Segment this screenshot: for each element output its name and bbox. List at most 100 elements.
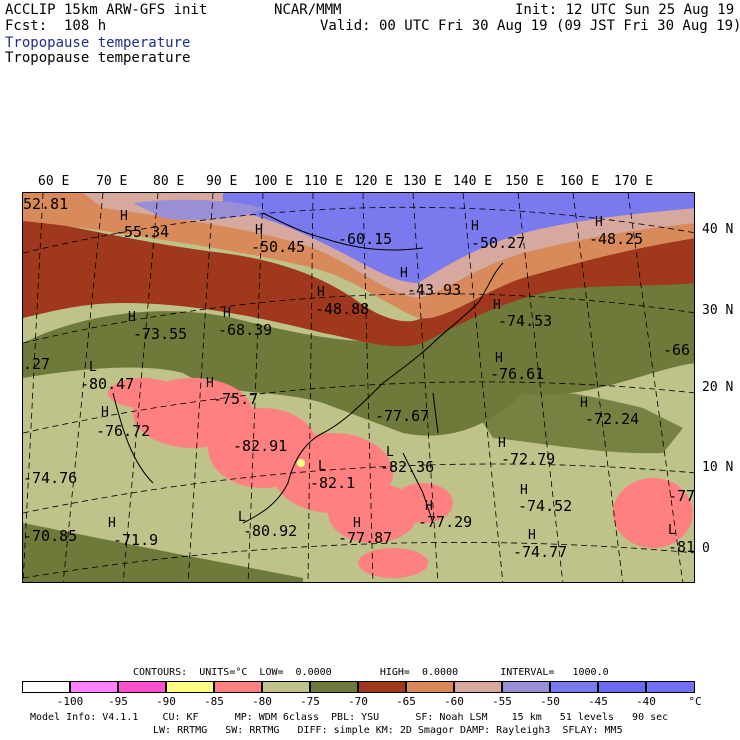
- marker-label: -74.77: [513, 543, 568, 561]
- colorbar-tick: -70: [348, 695, 368, 708]
- marker-type: H: [317, 285, 325, 300]
- olive-band: [463, 388, 683, 454]
- marker-type: H: [498, 436, 506, 451]
- lat-label: 40 N: [702, 222, 734, 237]
- marker-type: L: [238, 510, 246, 525]
- contours-info: CONTOURS: UNITS=°C LOW= 0.0000 HIGH= 0.0…: [133, 667, 609, 678]
- marker-type: L: [668, 523, 676, 538]
- marker-label: -76.72: [96, 422, 151, 440]
- colorbar-bin: [70, 681, 118, 693]
- map-svg: [23, 193, 694, 582]
- lon-label: 110 E: [304, 174, 344, 189]
- marker-label: -60.15: [338, 230, 393, 248]
- lon-label: 140 E: [453, 174, 493, 189]
- marker-type: H: [425, 499, 433, 514]
- forecast-hour: Fcst: 108 h: [5, 18, 107, 34]
- marker-label: -66.: [663, 341, 694, 359]
- marker-label: -77.87: [338, 529, 393, 547]
- lat-label: 30 N: [702, 303, 734, 318]
- lon-label: 120 E: [354, 174, 394, 189]
- init-time: Init: 12 UTC Sun 25 Aug 19: [515, 2, 735, 18]
- lon-label: 130 E: [403, 174, 443, 189]
- marker-type: H: [471, 219, 479, 234]
- salmon-patches: [108, 378, 693, 578]
- colorbar-tick: -60: [444, 695, 464, 708]
- lon-label: 90 E: [206, 174, 238, 189]
- lat-label: 0: [702, 541, 710, 556]
- lon-label: 70 E: [96, 174, 128, 189]
- marker-label: -82.1: [310, 474, 356, 492]
- marker-label: .27: [23, 355, 51, 373]
- lon-label: 150 E: [505, 174, 545, 189]
- marker-label: -48.88: [315, 300, 370, 318]
- marker-label: -50.45: [251, 238, 306, 256]
- physics-info: LW: RRTMG SW: RRTMG DIFF: simple KM: 2D …: [153, 725, 623, 736]
- colorbar-tick: -55: [492, 695, 512, 708]
- map-panel: 52.81 H -55.34 H -50.45 -60.15 H -50.27 …: [22, 192, 695, 583]
- marker-type: H: [108, 516, 116, 531]
- model-info: Model Info: V4.1.1 CU: KF MP: WDM 6class…: [30, 712, 669, 723]
- marker-label: -72.79: [501, 450, 556, 468]
- colorbar-bin: [598, 681, 646, 693]
- marker-label: -82.36: [380, 458, 435, 476]
- marker-label: -71.9: [113, 531, 159, 549]
- lon-label: 160 E: [560, 174, 600, 189]
- marker-type: H: [101, 405, 109, 420]
- marker-label: -74.53: [498, 312, 553, 330]
- yellow-spot: [297, 459, 305, 467]
- colorbar-bin: [502, 681, 550, 693]
- marker-type: L: [89, 360, 97, 375]
- marker-type: H: [206, 376, 214, 391]
- marker-label: -73.55: [133, 325, 188, 343]
- graticule: [23, 193, 694, 582]
- lon-label: 60 E: [38, 174, 70, 189]
- lon-label: 100 E: [254, 174, 294, 189]
- lat-label: 10 N: [702, 460, 734, 475]
- marker-type: H: [400, 266, 408, 281]
- red-band: [23, 218, 694, 347]
- colorbar-bin: [646, 681, 695, 693]
- marker-type: H: [595, 215, 603, 230]
- marker-label: -74.76: [23, 469, 78, 487]
- marker-label: -43.93: [407, 281, 462, 299]
- marker-label: 52.81: [23, 195, 69, 213]
- colorbar-bin: [310, 681, 358, 693]
- marker-label: -70.85: [23, 527, 78, 545]
- marker-label: -74.52: [518, 497, 573, 515]
- colorbar-unit: °C: [688, 695, 702, 708]
- colorbar-bin: [262, 681, 310, 693]
- marker-type: H: [580, 396, 588, 411]
- marker-type: H: [495, 351, 503, 366]
- marker-label: -75.7: [213, 390, 259, 408]
- valid-time: Valid: 00 UTC Fri 30 Aug 19 (09 JST Fri …: [320, 18, 740, 34]
- marker-label: -80.47: [80, 375, 135, 393]
- marker-type: H: [353, 516, 361, 531]
- colorbar-tick: -85: [204, 695, 224, 708]
- marker-type: H: [255, 223, 263, 238]
- colorbar-tick: -75: [300, 695, 320, 708]
- colorbar-bin: [550, 681, 598, 693]
- field-title-2: Tropopause temperature: [5, 50, 191, 66]
- marker-label: -50.27: [471, 234, 526, 252]
- colorbar-tick: -100: [56, 695, 84, 708]
- marker-label: -55.34: [115, 223, 170, 241]
- marker-label: -82.91: [233, 437, 288, 455]
- lon-label: 170 E: [614, 174, 654, 189]
- colorbar-tick: -45: [588, 695, 608, 708]
- colorbar-bin: [454, 681, 502, 693]
- marker-type: H: [520, 483, 528, 498]
- marker-label: -77.29: [418, 513, 473, 531]
- colorbar-bin: [166, 681, 214, 693]
- olive-band: [23, 278, 694, 436]
- colorbar-bin: [358, 681, 406, 693]
- marker-label: -72.24: [585, 410, 640, 428]
- marker-type: L: [386, 445, 394, 460]
- marker-label: -81: [668, 538, 695, 556]
- marker-label: -80.92: [243, 522, 298, 540]
- colorbar-bin: [22, 681, 70, 693]
- colorbar-tick: -80: [252, 695, 272, 708]
- colorbar-tick: -90: [156, 695, 176, 708]
- marker-label: -48.25: [589, 230, 644, 248]
- colorbar-tick: -40: [636, 695, 656, 708]
- field-title-1: Tropopause temperature: [5, 35, 191, 51]
